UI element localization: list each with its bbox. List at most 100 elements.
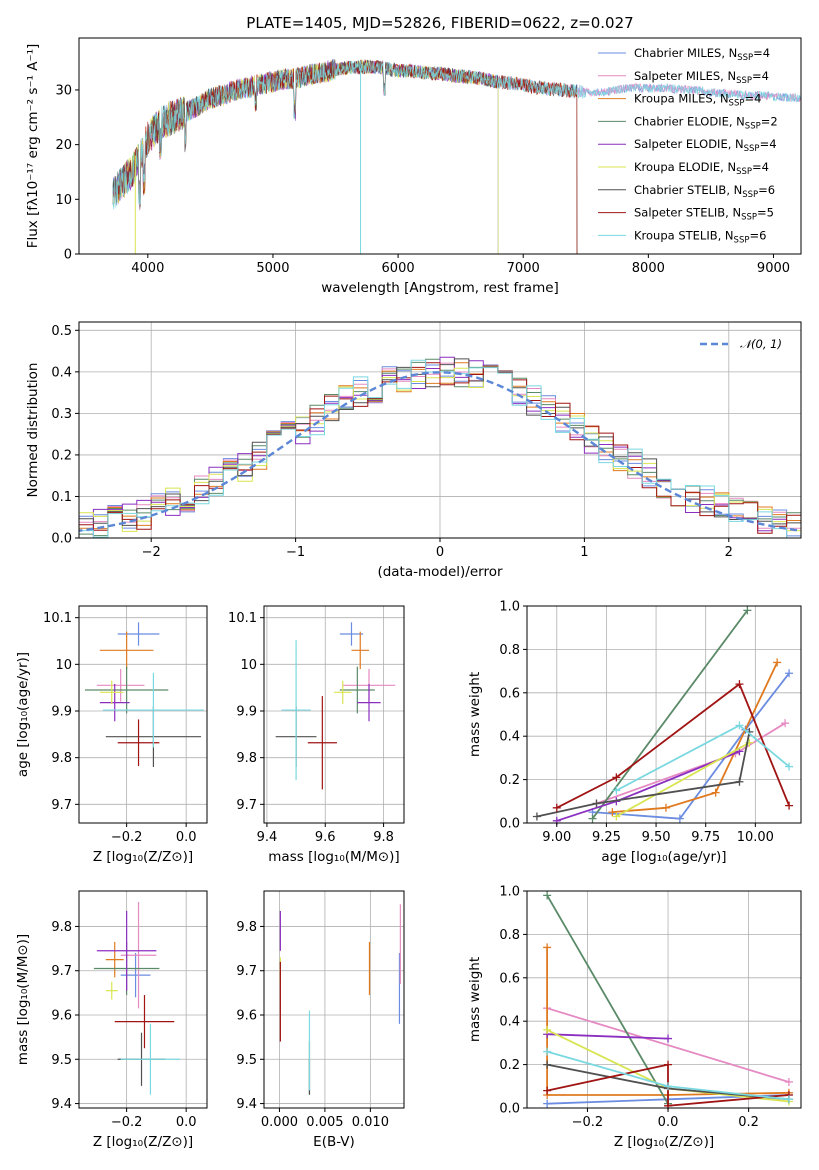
weight-point-marker (543, 1099, 552, 1108)
y-tick-label: 9.7 (51, 964, 72, 979)
legend-name: Kroupa ELODIE, N (634, 160, 736, 174)
weight-point-marker (612, 773, 621, 782)
y-tick-label: 0.8 (499, 643, 520, 658)
legend-sub: SSP (736, 167, 752, 177)
spectrum-lines (112, 58, 801, 254)
spectrum-panel: PLATE=1405, MJD=52826, FIBERID=0622, z=0… (25, 14, 802, 296)
y-tick-label: 9.8 (236, 920, 257, 935)
y-tick-label: 9.4 (236, 1097, 257, 1112)
y-tick-label: 0.0 (499, 817, 520, 832)
weight-series (543, 891, 673, 1108)
x-tick-label: 8000 (632, 261, 665, 276)
legend-name: Salpeter STELIB, N (634, 206, 741, 220)
weight-point-marker (664, 1060, 673, 1069)
weight-series-line (591, 609, 749, 820)
age-vs-mass-panel: 9.4 9.6 9.8 9.7 9.8 9.9 10 10.1 mass [log₁₀(M/M⊙… (228, 605, 405, 865)
weight-series-line (612, 662, 779, 813)
mass-vs-ebv-panel: 0.000 0.005 0.010 9.4 9.5 9.6 9.7 9.8 E(B-V) (236, 890, 405, 1150)
errorbar-point (114, 995, 175, 1049)
errorbar-point (84, 666, 169, 714)
y-tick-label: 0.5 (51, 324, 72, 339)
chart-title: PLATE=1405, MJD=52826, FIBERID=0622, z=0… (246, 14, 633, 32)
weight-series (612, 721, 794, 795)
weight-series (608, 658, 782, 817)
legend-entry: Chabrier ELODIE, NSSP=2 (634, 114, 778, 131)
legend-suffix: =6 (749, 228, 766, 242)
weight-series-line (556, 682, 790, 809)
y-axis-label: mass [log₁₀(M/M⊙)] (15, 934, 31, 1065)
y-tick-label: 9.8 (51, 751, 72, 766)
spectrum-series-line (112, 59, 578, 254)
legend-name: Chabrier STELIB, N (634, 183, 742, 197)
x-tick-label: 0.0 (176, 830, 197, 845)
weight-point-marker (588, 814, 597, 823)
legend-entry: 𝒩(0, 1) (740, 337, 782, 351)
y-tick-label: 9.7 (236, 964, 257, 979)
x-tick-label: 0 (436, 545, 444, 560)
x-tick-label: 0.0 (176, 1115, 197, 1130)
y-tick-label: 9.6 (236, 1009, 257, 1024)
weight-series (543, 1030, 673, 1043)
legend-sub: SSP (744, 144, 760, 154)
weight-point-marker (543, 943, 552, 952)
y-tick-label: 1.0 (499, 885, 520, 900)
x-tick-label: 0.000 (261, 1115, 298, 1130)
errorbar-point (99, 680, 124, 704)
weight-point-marker (608, 808, 617, 817)
errorbar-point (334, 680, 352, 704)
legend-suffix: =4 (760, 137, 777, 151)
plot-frame (78, 605, 208, 824)
plot-frame (78, 37, 802, 255)
y-tick-label: 0.0 (51, 532, 72, 547)
legend-sub: SSP (742, 190, 758, 200)
x-axis-label: Z [log₁₀(Z/Z⊙)] (93, 849, 193, 865)
weight-point-marker (781, 719, 790, 728)
y-tick-label: 0.1 (51, 490, 72, 505)
weight-series-line (592, 672, 790, 820)
legend-entry: Salpeter ELODIE, NSSP=4 (634, 137, 777, 154)
errorbar-point (351, 631, 369, 669)
x-tick-label: 9.4 (257, 830, 278, 845)
y-tick-label: 9.8 (51, 920, 72, 935)
weight-point-marker (785, 669, 794, 678)
weight-point-marker (543, 1047, 552, 1056)
legend-sub: SSP (734, 235, 750, 245)
spectrum-series-line (112, 58, 499, 254)
y-tick-label: 9.4 (51, 1097, 72, 1112)
legend-suffix: =4 (744, 92, 761, 106)
weight-point-marker (675, 814, 684, 823)
weight-series-line (546, 894, 669, 1105)
weight-point-marker (612, 786, 621, 795)
y-axis-label: Normed distribution (25, 363, 41, 498)
spectrum-series-line (112, 59, 801, 210)
weight-vs-z-panel: −0.2 0.0 0.2 0.0 0.2 0.4 0.6 0.8 1.0 Z [log₁₀(Z/Z… (467, 885, 802, 1150)
weight-point-marker (735, 777, 744, 786)
plot-frame (526, 605, 802, 824)
errorbar-point (105, 941, 124, 978)
y-axis-label: age [log₁₀(age/yr)] (15, 652, 31, 777)
weight-point-marker (664, 1082, 673, 1091)
x-axis-label: Z [log₁₀(Z/Z⊙)] (93, 1134, 193, 1150)
histogram-step-line (79, 362, 801, 534)
x-tick-label: 6000 (382, 261, 415, 276)
errorbar-point (117, 622, 160, 646)
weight-point-marker (735, 721, 744, 730)
y-axis-label: mass weight (467, 672, 483, 757)
y-tick-label: 0.4 (499, 1015, 520, 1030)
y-tick-label: 9.8 (236, 751, 257, 766)
y-tick-label: 10 (55, 658, 72, 673)
weight-series (532, 727, 754, 821)
x-tick-label: 4000 (131, 261, 164, 276)
x-tick-label: 5000 (256, 261, 289, 276)
weight-series-line (536, 731, 751, 818)
x-axis-label: wavelength [Angstrom, rest frame] (321, 280, 559, 296)
errorbar-point (339, 622, 364, 646)
errorbar-point (102, 672, 205, 748)
x-tick-label: −1 (286, 545, 305, 560)
legend-suffix: =5 (757, 206, 774, 220)
y-tick-label: 0.4 (51, 365, 72, 380)
legend-entry: Kroupa ELODIE, NSSP=4 (634, 160, 769, 177)
weight-point-marker (543, 891, 552, 900)
weight-point-marker (743, 606, 752, 615)
